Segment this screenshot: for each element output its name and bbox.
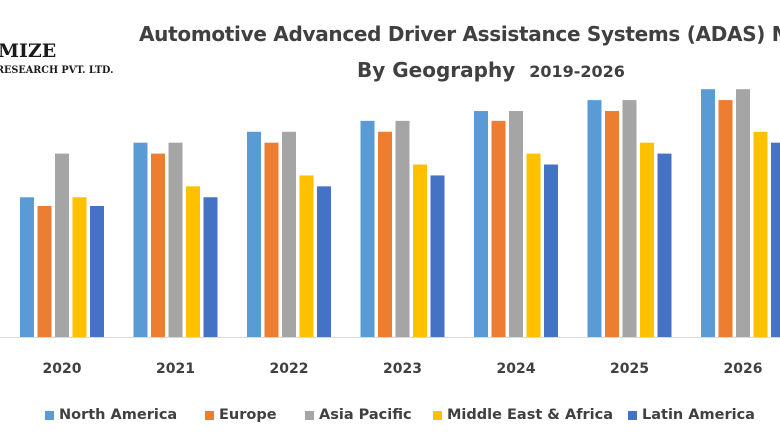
bar-middle-east-africa-2026 — [753, 131, 768, 337]
bar-latin-america-2026 — [771, 142, 780, 337]
bar-latin-america-2020 — [90, 206, 104, 337]
legend-swatch-icon — [433, 410, 442, 420]
bar-europe-2023 — [378, 131, 392, 337]
bar-europe-2024 — [491, 120, 506, 337]
bar-north-america-2020 — [20, 197, 34, 337]
bar-middle-east-africa-2023 — [413, 164, 427, 337]
legend-label: Latin America — [642, 407, 755, 423]
bar-middle-east-africa-2025 — [640, 142, 654, 337]
legend-item: Asia Pacific — [305, 407, 412, 423]
x-tick-label: 2021 — [156, 361, 195, 377]
legend-label: Middle East & Africa — [447, 407, 614, 423]
legend-label: Asia Pacific — [319, 407, 412, 423]
bar-north-america-2021 — [133, 142, 148, 337]
legend-item: Europe — [205, 407, 277, 423]
bar-north-america-2024 — [474, 111, 488, 338]
bar-asia-pacific-2021 — [168, 142, 183, 337]
legend-item: Latin America — [628, 407, 755, 423]
bar-europe-2021 — [151, 153, 165, 337]
logo-subtitle: RESEARCH PVT. LTD. — [0, 64, 114, 76]
x-tick-label: 2025 — [610, 361, 649, 377]
bar-latin-america-2021 — [203, 197, 218, 337]
bar-asia-pacific-2026 — [736, 89, 750, 337]
logo-title: MIZE — [0, 40, 57, 62]
legend-swatch-icon — [205, 410, 214, 420]
bar-asia-pacific-2025 — [622, 100, 637, 337]
legend: North America Europe Asia Pacific Middle Ea… — [0, 407, 780, 427]
x-tick-label: 2026 — [724, 361, 763, 377]
bar-europe-2020 — [37, 206, 52, 337]
x-tick-label: 2022 — [270, 361, 309, 377]
legend-swatch-icon — [45, 410, 54, 420]
bar-north-america-2026 — [701, 89, 715, 337]
bar-middle-east-africa-2020 — [72, 197, 87, 337]
bar-asia-pacific-2023 — [395, 120, 410, 337]
period-text: 2019-2026 — [529, 62, 625, 81]
subtitle-text: By Geography — [357, 58, 516, 82]
legend-item: Middle East & Africa — [433, 407, 613, 423]
bar-asia-pacific-2022 — [282, 131, 296, 337]
legend-label: North America — [59, 407, 178, 423]
bar-north-america-2025 — [587, 100, 602, 337]
legend-swatch-icon — [305, 410, 314, 420]
x-tick-label: 2024 — [497, 361, 536, 377]
chart-title: Automotive Advanced Driver Assistance Sy… — [139, 22, 780, 46]
legend-swatch-icon — [628, 410, 637, 420]
bar-europe-2025 — [605, 111, 619, 338]
bar-middle-east-africa-2022 — [299, 175, 314, 337]
bar-latin-america-2022 — [317, 186, 331, 337]
bar-latin-america-2023 — [430, 175, 445, 337]
x-tick-label: 2023 — [383, 361, 422, 377]
x-tick-label: 2020 — [43, 361, 82, 377]
bar-europe-2026 — [718, 100, 733, 337]
bar-latin-america-2024 — [544, 164, 558, 337]
bar-europe-2022 — [264, 142, 279, 337]
legend-label: Europe — [219, 407, 277, 423]
bar-asia-pacific-2020 — [55, 153, 69, 337]
legend-item: North America — [45, 407, 177, 423]
bar-middle-east-africa-2024 — [526, 153, 541, 337]
bar-middle-east-africa-2021 — [186, 186, 200, 337]
chart-subtitle: By Geography 2019-2026 — [357, 58, 625, 82]
bar-asia-pacific-2024 — [509, 111, 523, 338]
bar-north-america-2023 — [360, 120, 375, 337]
bar-north-america-2022 — [247, 131, 261, 337]
bar-latin-america-2025 — [657, 153, 672, 337]
